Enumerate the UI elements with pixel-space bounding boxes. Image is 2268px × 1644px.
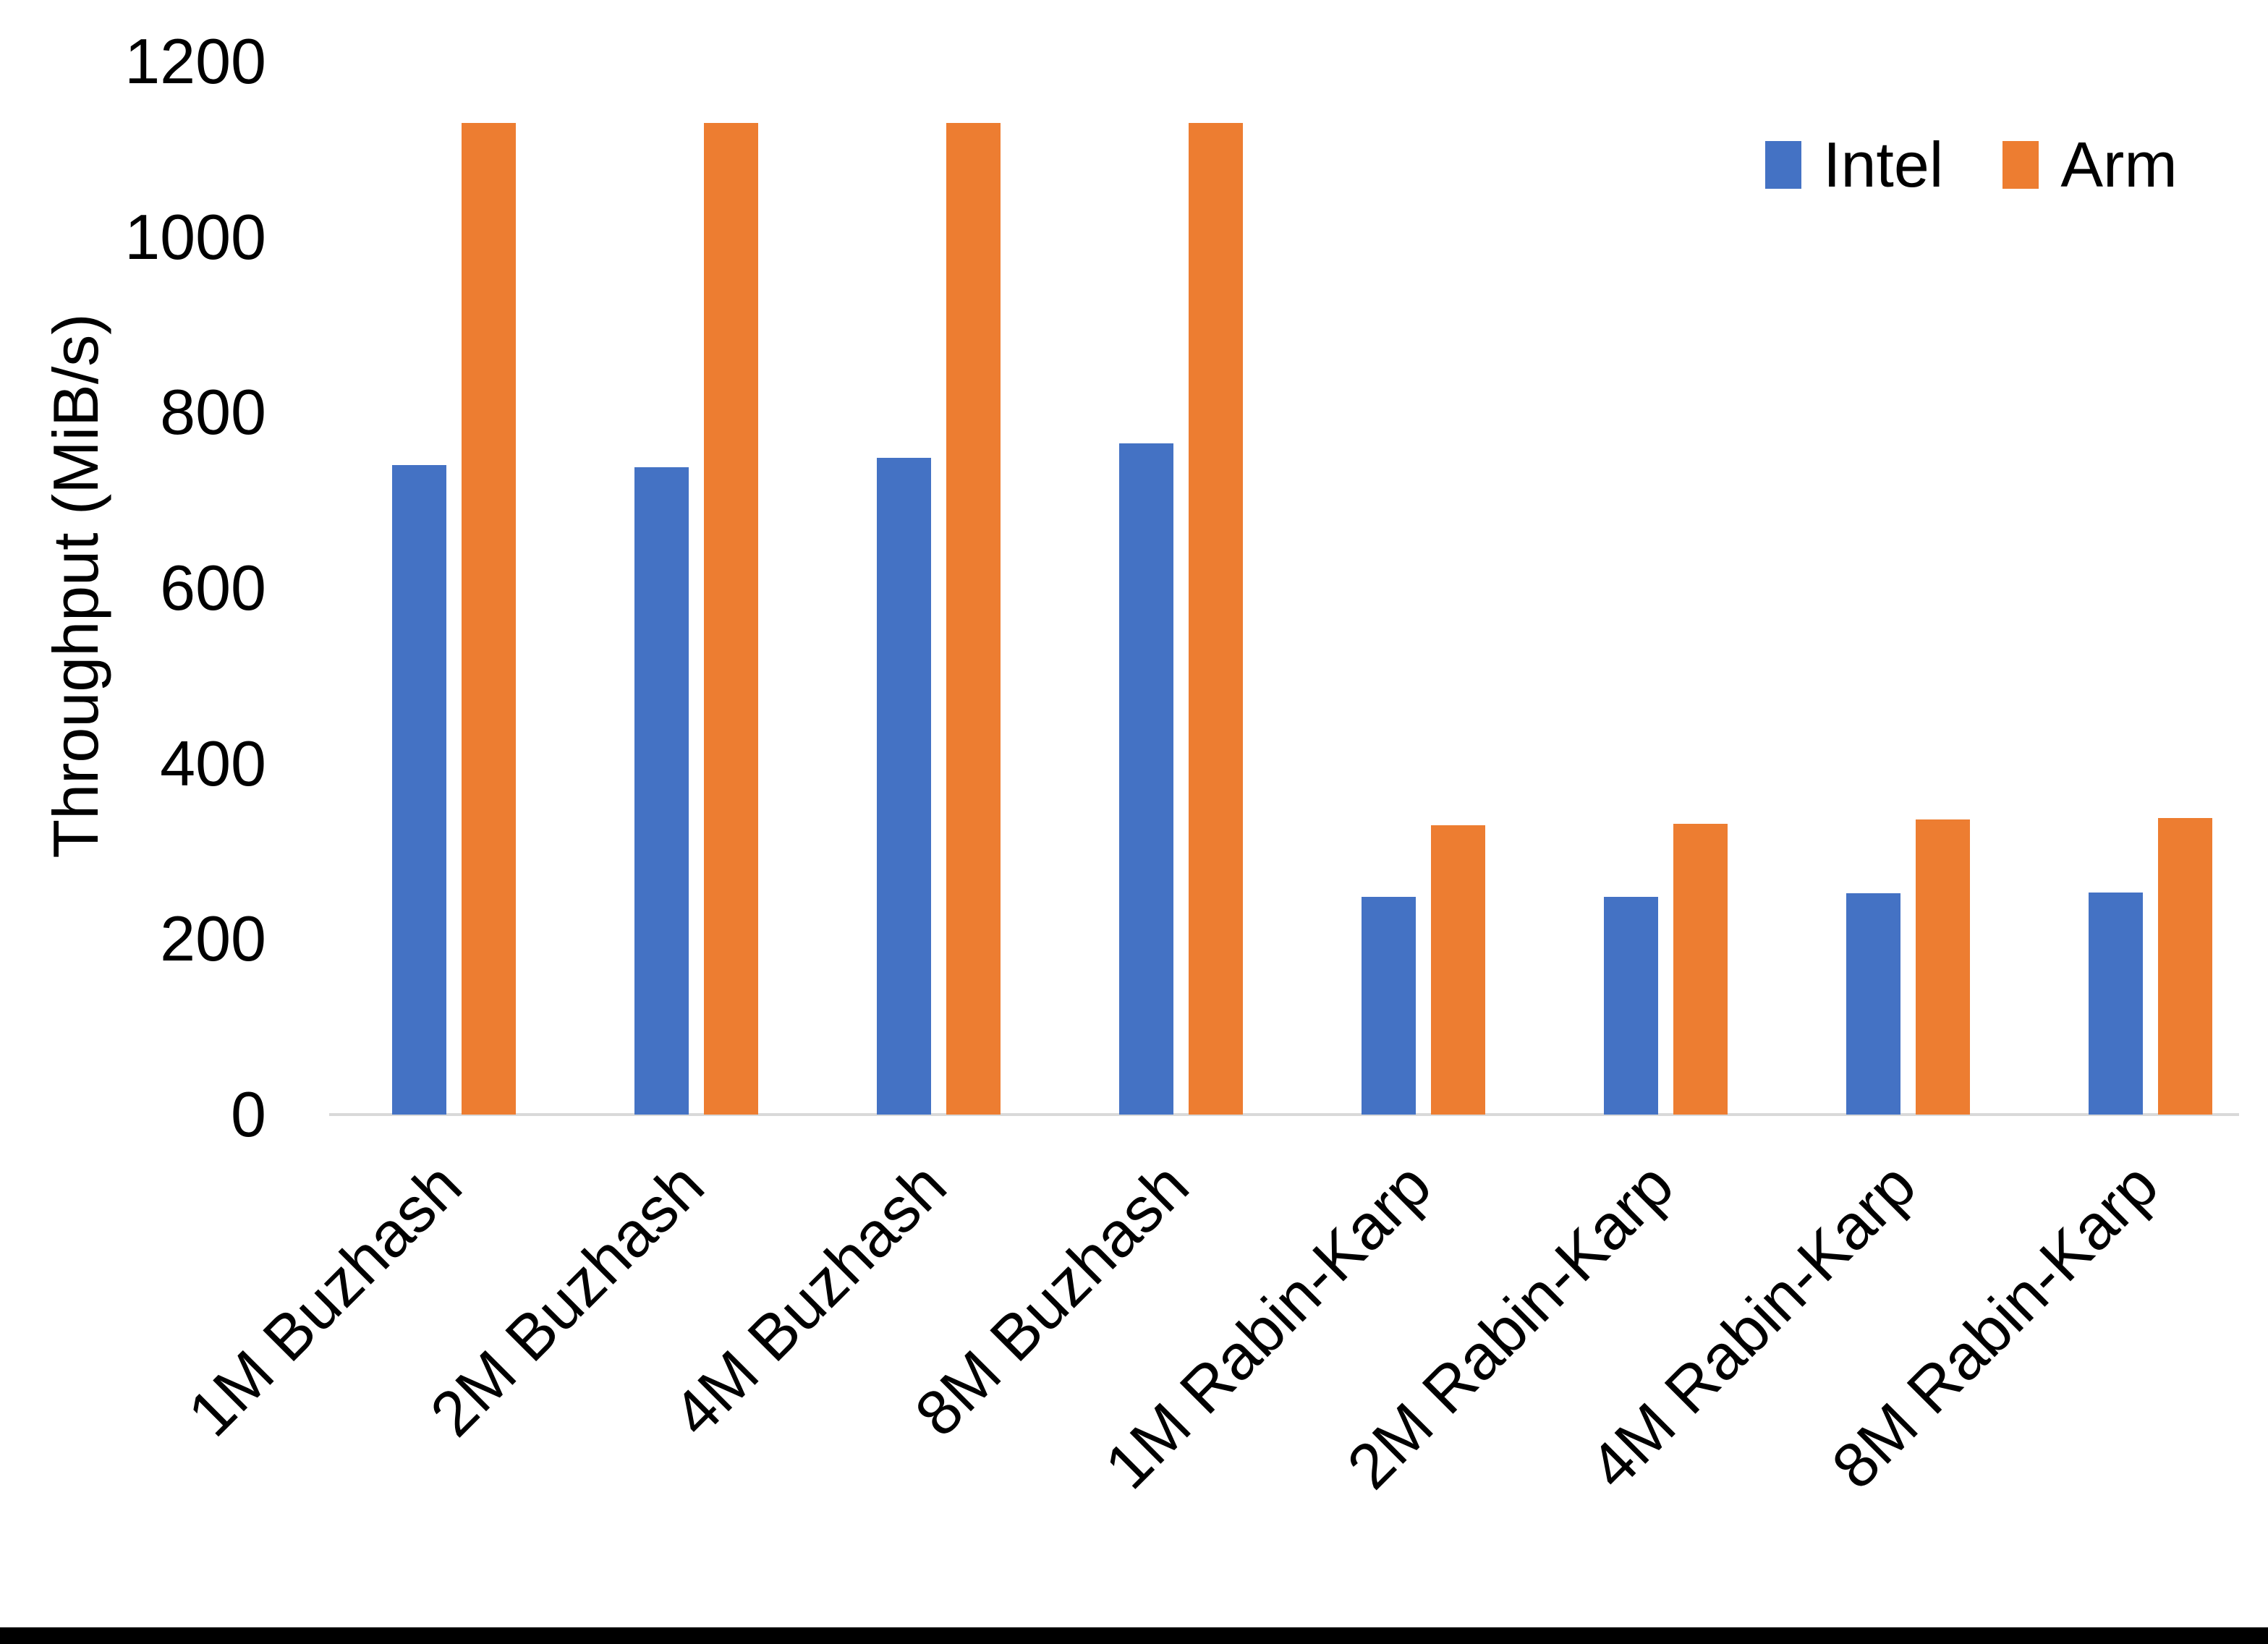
bar-group xyxy=(1545,61,1787,1115)
bar-arm xyxy=(1189,123,1243,1115)
y-tick-label: 1200 xyxy=(124,25,266,97)
legend: Intel Arm xyxy=(1765,129,2178,201)
screenshot-bottom-border xyxy=(0,1627,2268,1644)
bar-arm xyxy=(2158,818,2212,1115)
bar-arm xyxy=(704,123,758,1115)
legend-label-intel: Intel xyxy=(1823,129,1944,200)
y-tick-label: 0 xyxy=(231,1078,266,1150)
bar-group xyxy=(817,61,1060,1115)
bar-intel xyxy=(2089,893,2143,1115)
legend-item-arm: Arm xyxy=(2002,129,2178,201)
bar-intel xyxy=(1362,897,1416,1115)
y-tick-label: 1000 xyxy=(124,200,266,273)
bar-group xyxy=(333,61,575,1115)
bar-arm xyxy=(462,123,516,1115)
bar-intel xyxy=(877,458,931,1115)
bar-arm xyxy=(1673,824,1728,1115)
bar-group xyxy=(1060,61,1302,1115)
bar-arm xyxy=(1431,825,1485,1115)
y-tick-label: 600 xyxy=(160,552,266,623)
bar-intel xyxy=(392,465,446,1115)
bar-arm xyxy=(946,123,1001,1115)
legend-swatch-intel xyxy=(1765,141,1801,189)
bar-intel xyxy=(634,467,689,1115)
bar-group xyxy=(1787,61,2029,1115)
legend-swatch-arm xyxy=(2002,141,2039,189)
legend-item-intel: Intel xyxy=(1765,129,1943,201)
legend-label-arm: Arm xyxy=(2060,129,2178,200)
bar-intel xyxy=(1604,897,1658,1115)
bar-group xyxy=(2029,61,2268,1115)
plot-area xyxy=(333,61,2268,1115)
bar-group xyxy=(575,61,817,1115)
bar-intel xyxy=(1846,893,1900,1115)
y-tick-label: 400 xyxy=(160,727,266,799)
y-tick-label: 200 xyxy=(160,903,266,975)
bar-intel xyxy=(1119,443,1173,1115)
bar-group xyxy=(1302,61,1545,1115)
bar-arm xyxy=(1916,819,1970,1115)
x-axis-baseline xyxy=(329,1113,2239,1116)
y-tick-label: 800 xyxy=(160,376,266,448)
